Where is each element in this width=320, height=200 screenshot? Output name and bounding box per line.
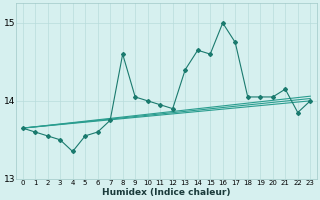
X-axis label: Humidex (Indice chaleur): Humidex (Indice chaleur) bbox=[102, 188, 231, 197]
